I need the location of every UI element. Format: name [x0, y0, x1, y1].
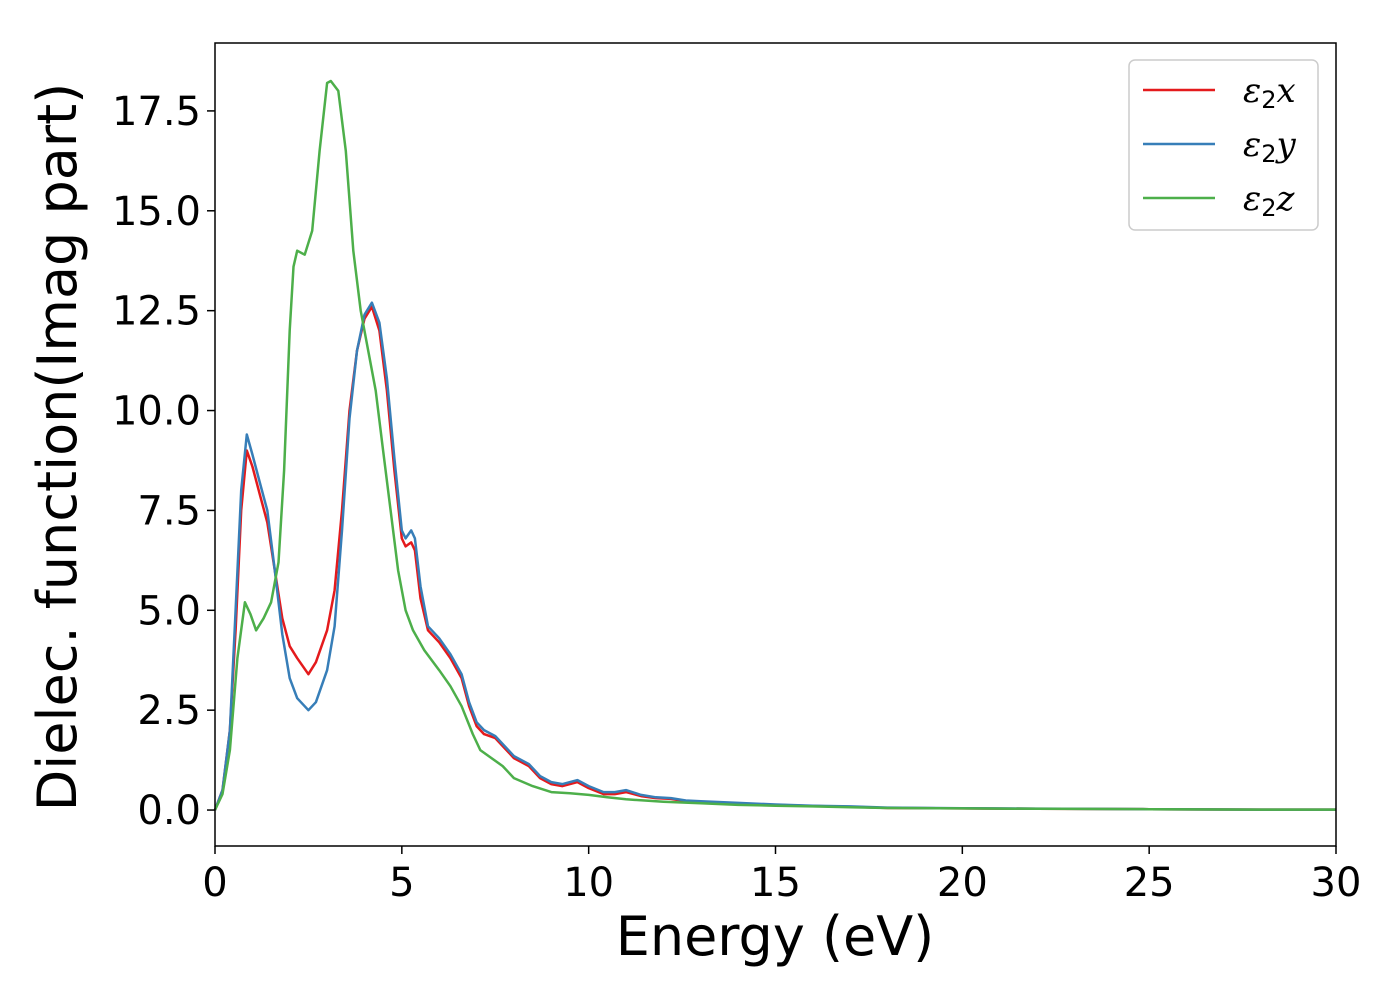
x-axis-label: Energy (eV) — [616, 905, 935, 968]
legend-box — [1128, 59, 1319, 231]
y-axis-label: Dielec. function(Imag part) — [26, 83, 89, 812]
x-tick-label: 15 — [750, 860, 801, 906]
y-axis-ticks: 0.0 2.5 5.0 7.5 10.0 12.5 15.0 17.5 — [112, 89, 215, 834]
x-tick-label: 5 — [389, 860, 414, 906]
legend-label-y: ε2y — [1243, 125, 1297, 168]
x-tick-label: 20 — [937, 860, 988, 906]
series-line-x — [213, 305, 1336, 811]
x-axis-ticks: 0 5 10 15 20 25 30 — [202, 846, 1361, 906]
legend-label-z: ε2z — [1243, 179, 1296, 222]
y-tick-label: 2.5 — [137, 688, 201, 734]
y-tick-label: 5.0 — [137, 588, 201, 634]
y-tick-label: 0.0 — [137, 788, 201, 834]
legend: ε2x ε2y ε2z — [1128, 59, 1319, 231]
y-tick-label: 17.5 — [112, 89, 201, 135]
y-tick-label: 15.0 — [112, 189, 201, 235]
x-tick-label: 10 — [563, 860, 614, 906]
legend-label-x: ε2x — [1243, 71, 1296, 114]
plot-lines — [213, 79, 1336, 811]
y-tick-label: 10.0 — [112, 389, 201, 435]
y-tick-label: 7.5 — [137, 488, 201, 534]
series-line-y — [213, 301, 1336, 811]
series-line-z — [213, 79, 1336, 811]
x-tick-label: 30 — [1311, 860, 1362, 906]
x-tick-label: 25 — [1124, 860, 1175, 906]
y-tick-label: 12.5 — [112, 289, 201, 335]
x-tick-label: 0 — [202, 860, 227, 906]
